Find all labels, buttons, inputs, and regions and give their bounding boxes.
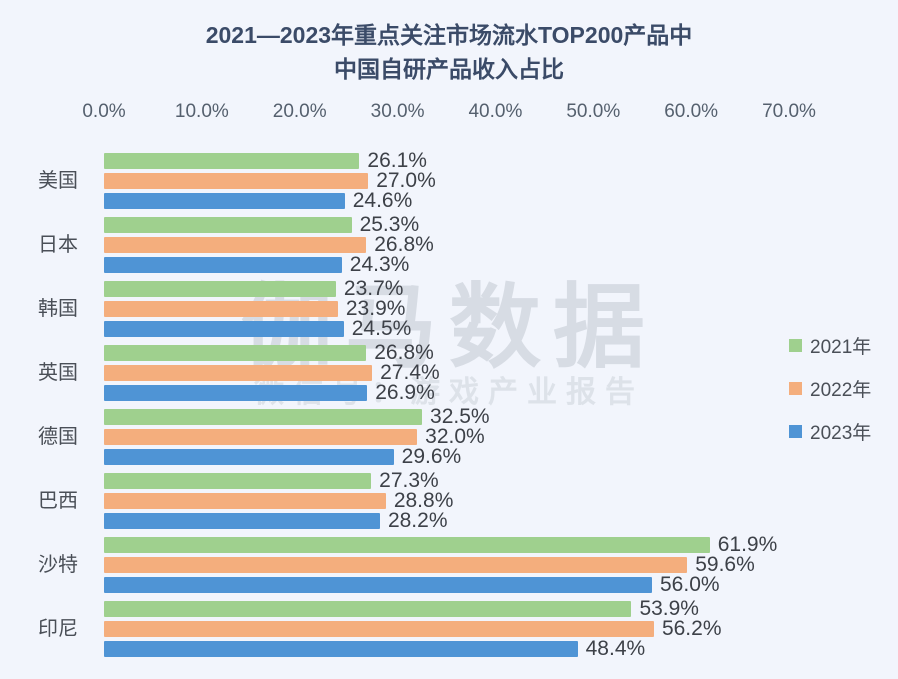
category-label: 德国 xyxy=(38,426,78,448)
bar xyxy=(104,301,338,317)
legend: 2021年 2022年 2023年 xyxy=(789,335,871,464)
value-label: 32.5% xyxy=(430,405,490,428)
value-label: 24.5% xyxy=(351,317,412,340)
bar xyxy=(104,429,418,445)
bar xyxy=(104,557,688,573)
bar xyxy=(104,493,386,509)
bar xyxy=(104,513,380,529)
bar xyxy=(104,409,423,425)
bar xyxy=(104,385,368,401)
legend-item: 2023年 xyxy=(789,421,871,444)
bar xyxy=(104,193,345,209)
value-label: 56.2% xyxy=(661,617,722,640)
value-label: 23.9% xyxy=(345,297,406,320)
value-label: 61.9% xyxy=(717,533,778,556)
bar xyxy=(104,537,710,553)
bar xyxy=(104,237,367,253)
bar xyxy=(104,153,360,169)
bar xyxy=(104,257,342,273)
x-axis-tick: 20.0% xyxy=(272,101,327,122)
x-axis-tick: 30.0% xyxy=(370,101,425,122)
legend-label: 2021年 xyxy=(810,336,872,358)
x-axis-tick: 70.0% xyxy=(762,101,816,122)
value-label: 26.8% xyxy=(374,341,434,364)
bar xyxy=(104,281,336,297)
legend-item: 2022年 xyxy=(789,378,871,401)
bar xyxy=(104,621,654,637)
legend-label: 2023年 xyxy=(810,422,872,444)
bar xyxy=(104,217,352,233)
value-label: 25.3% xyxy=(359,213,420,236)
bar xyxy=(104,365,373,381)
value-label: 29.6% xyxy=(401,445,462,468)
category-label: 美国 xyxy=(38,170,78,192)
value-label: 26.9% xyxy=(375,381,435,404)
legend-swatch xyxy=(789,381,802,395)
value-label: 27.0% xyxy=(376,169,436,192)
x-axis-tick: 60.0% xyxy=(664,101,719,122)
bar xyxy=(104,173,369,189)
value-label: 53.9% xyxy=(639,597,699,620)
x-axis-tick: 50.0% xyxy=(566,101,621,122)
value-label: 26.1% xyxy=(367,149,427,172)
value-label: 26.8% xyxy=(374,233,434,256)
bar xyxy=(104,449,394,465)
chart-title-line2: 中国自研产品收入占比 xyxy=(334,56,564,82)
value-label: 28.2% xyxy=(387,509,448,532)
x-axis-tick: 10.0% xyxy=(174,101,229,122)
category-label: 日本 xyxy=(38,234,78,256)
value-label: 27.4% xyxy=(380,361,440,384)
legend-item: 2021年 xyxy=(789,335,871,358)
category-label: 巴西 xyxy=(38,490,78,512)
bar xyxy=(104,577,652,593)
value-label: 28.8% xyxy=(393,489,454,512)
chart-title: 2021—2023年重点关注市场流水TOP200产品中 中国自研产品收入占比 xyxy=(0,18,898,86)
x-axis-tick: 0.0% xyxy=(82,101,126,122)
value-label: 24.6% xyxy=(352,189,413,212)
x-axis-tick: 40.0% xyxy=(468,101,523,122)
bar xyxy=(104,641,578,657)
bar xyxy=(104,345,367,361)
bar xyxy=(104,601,632,617)
chart-title-line1: 2021—2023年重点关注市场流水TOP200产品中 xyxy=(205,22,693,48)
legend-label: 2022年 xyxy=(810,379,872,401)
value-label: 23.7% xyxy=(343,277,404,300)
value-label: 56.0% xyxy=(660,573,720,596)
value-label: 24.3% xyxy=(349,253,410,276)
category-label: 沙特 xyxy=(38,554,78,576)
legend-swatch xyxy=(789,424,802,438)
category-label: 英国 xyxy=(38,362,78,384)
bar xyxy=(104,321,344,337)
legend-swatch xyxy=(789,338,802,352)
category-label: 韩国 xyxy=(38,298,78,320)
value-label: 27.3% xyxy=(379,469,439,492)
value-label: 59.6% xyxy=(695,553,755,576)
value-label: 32.0% xyxy=(425,425,485,448)
bar xyxy=(104,473,372,489)
category-label: 印尼 xyxy=(38,618,78,640)
value-label: 48.4% xyxy=(585,637,646,660)
